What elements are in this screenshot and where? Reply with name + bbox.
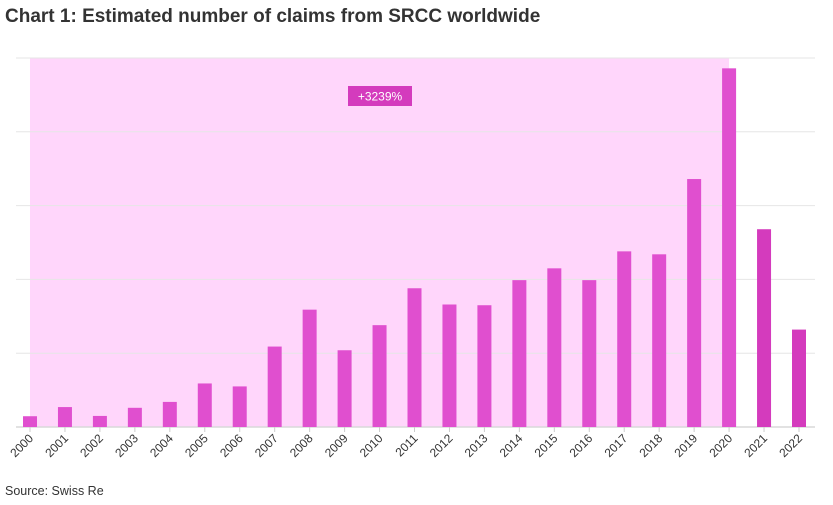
bar-2022 xyxy=(792,329,806,427)
bar-2002 xyxy=(92,415,107,427)
x-tick-label: 2003 xyxy=(112,431,141,460)
x-tick-label: 2022 xyxy=(776,431,805,460)
bar-2007 xyxy=(267,346,282,427)
bar-2004 xyxy=(162,401,177,427)
x-tick-label: 2007 xyxy=(252,431,281,460)
x-tick-label: 2018 xyxy=(637,431,666,460)
x-tick-label: 2006 xyxy=(217,431,246,460)
annotation-box xyxy=(348,86,412,106)
x-tick-label: 2015 xyxy=(532,431,561,460)
bar-2020 xyxy=(722,68,737,427)
x-tick-label: 2009 xyxy=(322,431,351,460)
x-tick-label: 2001 xyxy=(42,431,71,460)
bar-2009 xyxy=(337,350,352,427)
chart-source: Source: Swiss Re xyxy=(5,484,104,498)
bar-2014 xyxy=(512,280,527,427)
bar-2008 xyxy=(302,309,317,427)
x-tick-label: 2021 xyxy=(741,431,770,460)
bar-2005 xyxy=(197,383,212,427)
x-tick-label: 2002 xyxy=(77,431,106,460)
x-tick-label: 2017 xyxy=(602,431,631,460)
bar-2006 xyxy=(232,386,247,427)
x-tick-label: 2011 xyxy=(392,431,420,459)
x-tick-label: 2000 xyxy=(7,431,36,460)
x-tick-label: 2012 xyxy=(427,431,456,460)
bar-2012 xyxy=(442,304,457,427)
bar-2021 xyxy=(757,229,772,427)
bar-2017 xyxy=(617,251,632,427)
annotation-label: +3239% xyxy=(358,90,403,104)
x-tick-label: 2004 xyxy=(147,431,176,460)
bar-2011 xyxy=(407,288,422,427)
bar-2018 xyxy=(652,254,667,427)
bar-2001 xyxy=(57,407,72,427)
bar-2019 xyxy=(687,179,702,427)
x-tick-label: 2014 xyxy=(497,431,526,460)
bar-2015 xyxy=(547,268,562,427)
x-tick-label: 2020 xyxy=(706,431,735,460)
bar-2013 xyxy=(477,305,492,427)
x-tick-label: 2019 xyxy=(671,431,700,460)
x-tick-label: 2010 xyxy=(357,431,386,460)
x-tick-label: 2005 xyxy=(182,431,211,460)
bar-2003 xyxy=(127,407,142,427)
chart-title: Chart 1: Estimated number of claims from… xyxy=(5,6,541,27)
x-tick-label: 2008 xyxy=(287,431,316,460)
bar-2000 xyxy=(23,416,37,427)
bar-2016 xyxy=(582,280,597,427)
x-tick-label: 2016 xyxy=(567,431,596,460)
x-tick-label: 2013 xyxy=(462,431,491,460)
bar-2010 xyxy=(372,325,387,427)
